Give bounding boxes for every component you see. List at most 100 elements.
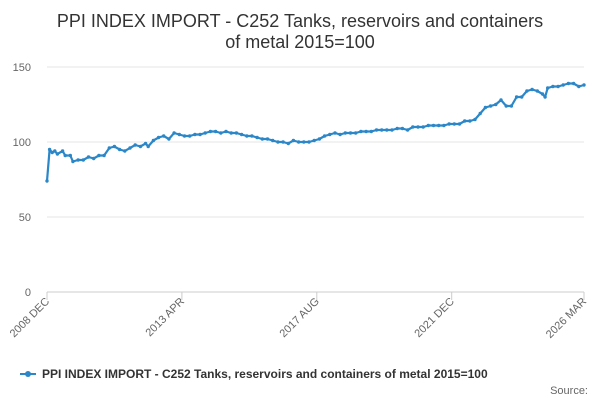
data-point[interactable] <box>286 141 290 146</box>
data-point[interactable] <box>208 129 213 134</box>
data-point[interactable] <box>260 137 264 141</box>
data-point[interactable] <box>328 132 332 137</box>
data-point[interactable] <box>478 111 482 116</box>
data-point[interactable] <box>431 123 436 128</box>
data-point[interactable] <box>395 126 399 131</box>
data-point[interactable] <box>123 149 127 153</box>
data-point[interactable] <box>561 83 565 87</box>
data-point[interactable] <box>514 95 519 99</box>
data-point[interactable] <box>219 131 223 135</box>
data-point[interactable] <box>437 123 441 128</box>
data-point[interactable] <box>213 129 218 134</box>
data-point[interactable] <box>229 131 233 135</box>
data-point[interactable] <box>81 158 86 162</box>
data-point[interactable] <box>133 143 137 147</box>
data-point[interactable] <box>146 144 150 149</box>
data-point[interactable] <box>102 153 106 158</box>
data-point[interactable] <box>571 81 576 86</box>
data-point[interactable] <box>504 104 508 108</box>
data-point[interactable] <box>239 132 244 137</box>
data-point[interactable] <box>374 128 379 132</box>
data-point[interactable] <box>499 98 503 102</box>
data-point[interactable] <box>540 92 545 96</box>
data-point[interactable] <box>234 131 239 135</box>
data-point[interactable] <box>535 89 539 93</box>
data-point[interactable] <box>71 159 75 164</box>
data-point[interactable] <box>442 123 446 128</box>
series-line[interactable] <box>45 82 585 182</box>
data-point[interactable] <box>50 150 54 155</box>
data-point[interactable] <box>291 138 296 143</box>
data-point[interactable] <box>463 119 467 123</box>
data-point[interactable] <box>468 119 472 123</box>
data-point[interactable] <box>162 134 166 138</box>
data-point[interactable] <box>525 89 529 93</box>
data-point[interactable] <box>276 140 280 144</box>
data-point[interactable] <box>107 146 112 150</box>
data-point[interactable] <box>63 153 67 158</box>
data-point[interactable] <box>543 95 547 99</box>
data-point[interactable] <box>117 147 122 152</box>
data-point[interactable] <box>426 123 430 128</box>
data-point[interactable] <box>546 86 550 90</box>
data-point[interactable] <box>151 138 156 143</box>
data-point[interactable] <box>556 84 560 89</box>
data-point[interactable] <box>307 140 311 144</box>
data-point[interactable] <box>224 129 228 134</box>
data-point[interactable] <box>354 131 358 135</box>
data-point[interactable] <box>47 147 52 152</box>
source-label[interactable]: Source: <box>550 385 588 397</box>
data-point[interactable] <box>390 128 394 132</box>
data-point[interactable] <box>250 134 254 138</box>
data-point[interactable] <box>245 134 249 138</box>
data-point[interactable] <box>53 149 57 153</box>
data-point[interactable] <box>97 153 101 158</box>
data-point[interactable] <box>385 128 389 132</box>
data-point[interactable] <box>172 131 176 135</box>
data-point[interactable] <box>416 125 420 129</box>
data-point[interactable] <box>322 134 327 138</box>
data-point[interactable] <box>338 132 342 137</box>
legend[interactable]: PPI INDEX IMPORT - C252 Tanks, reservoir… <box>20 367 488 381</box>
data-point[interactable] <box>488 104 493 108</box>
data-point[interactable] <box>333 131 337 135</box>
data-point[interactable] <box>203 131 207 135</box>
data-point[interactable] <box>112 144 117 149</box>
data-point[interactable] <box>551 84 555 89</box>
data-point[interactable] <box>92 156 96 161</box>
data-point[interactable] <box>457 122 462 126</box>
data-point[interactable] <box>45 179 49 183</box>
data-point[interactable] <box>421 125 425 129</box>
data-point[interactable] <box>317 137 322 141</box>
data-point[interactable] <box>473 117 477 122</box>
data-point[interactable] <box>509 104 514 108</box>
data-point[interactable] <box>76 158 80 162</box>
data-point[interactable] <box>188 134 192 138</box>
data-point[interactable] <box>68 153 73 158</box>
data-point[interactable] <box>582 83 586 87</box>
data-point[interactable] <box>182 134 187 138</box>
data-point[interactable] <box>411 125 415 129</box>
data-point[interactable] <box>198 132 202 137</box>
data-point[interactable] <box>281 140 285 144</box>
data-point[interactable] <box>343 131 347 135</box>
data-point[interactable] <box>400 126 405 131</box>
data-point[interactable] <box>302 140 306 144</box>
data-point[interactable] <box>265 137 270 141</box>
data-point[interactable] <box>312 138 316 143</box>
data-point[interactable] <box>177 132 181 137</box>
data-point[interactable] <box>167 137 171 141</box>
data-point[interactable] <box>577 84 581 89</box>
data-point[interactable] <box>520 95 524 99</box>
data-point[interactable] <box>143 141 148 146</box>
data-point[interactable] <box>55 152 60 156</box>
data-point[interactable] <box>483 105 488 110</box>
data-point[interactable] <box>566 81 571 86</box>
data-point[interactable] <box>60 149 65 153</box>
data-point[interactable] <box>296 140 301 144</box>
data-point[interactable] <box>530 87 534 92</box>
data-point[interactable] <box>447 122 451 126</box>
data-point[interactable] <box>348 131 353 135</box>
data-point[interactable] <box>255 135 259 140</box>
data-point[interactable] <box>452 122 456 126</box>
